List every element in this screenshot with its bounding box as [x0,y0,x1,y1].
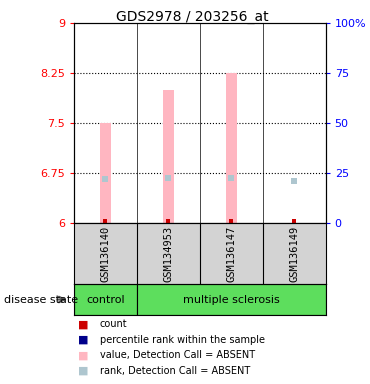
Text: GSM136140: GSM136140 [100,226,111,282]
Bar [226,73,237,223]
Text: value, Detection Call = ABSENT: value, Detection Call = ABSENT [100,350,255,360]
Text: multiple sclerosis: multiple sclerosis [183,295,280,305]
Text: percentile rank within the sample: percentile rank within the sample [100,335,265,345]
Text: ■: ■ [78,350,88,360]
Text: ■: ■ [78,366,88,376]
Text: GSM136147: GSM136147 [226,226,236,282]
Text: count: count [100,319,128,329]
Text: GSM134953: GSM134953 [163,226,174,282]
Bar [163,89,174,223]
Text: GDS2978 / 203256_at: GDS2978 / 203256_at [116,10,269,23]
Text: disease state: disease state [4,295,78,305]
Bar [100,123,111,223]
Text: ■: ■ [78,335,88,345]
Text: rank, Detection Call = ABSENT: rank, Detection Call = ABSENT [100,366,250,376]
Text: GSM136149: GSM136149 [289,226,299,282]
Text: control: control [86,295,125,305]
Text: ■: ■ [78,319,88,329]
Bar [137,284,326,315]
Bar [74,284,137,315]
